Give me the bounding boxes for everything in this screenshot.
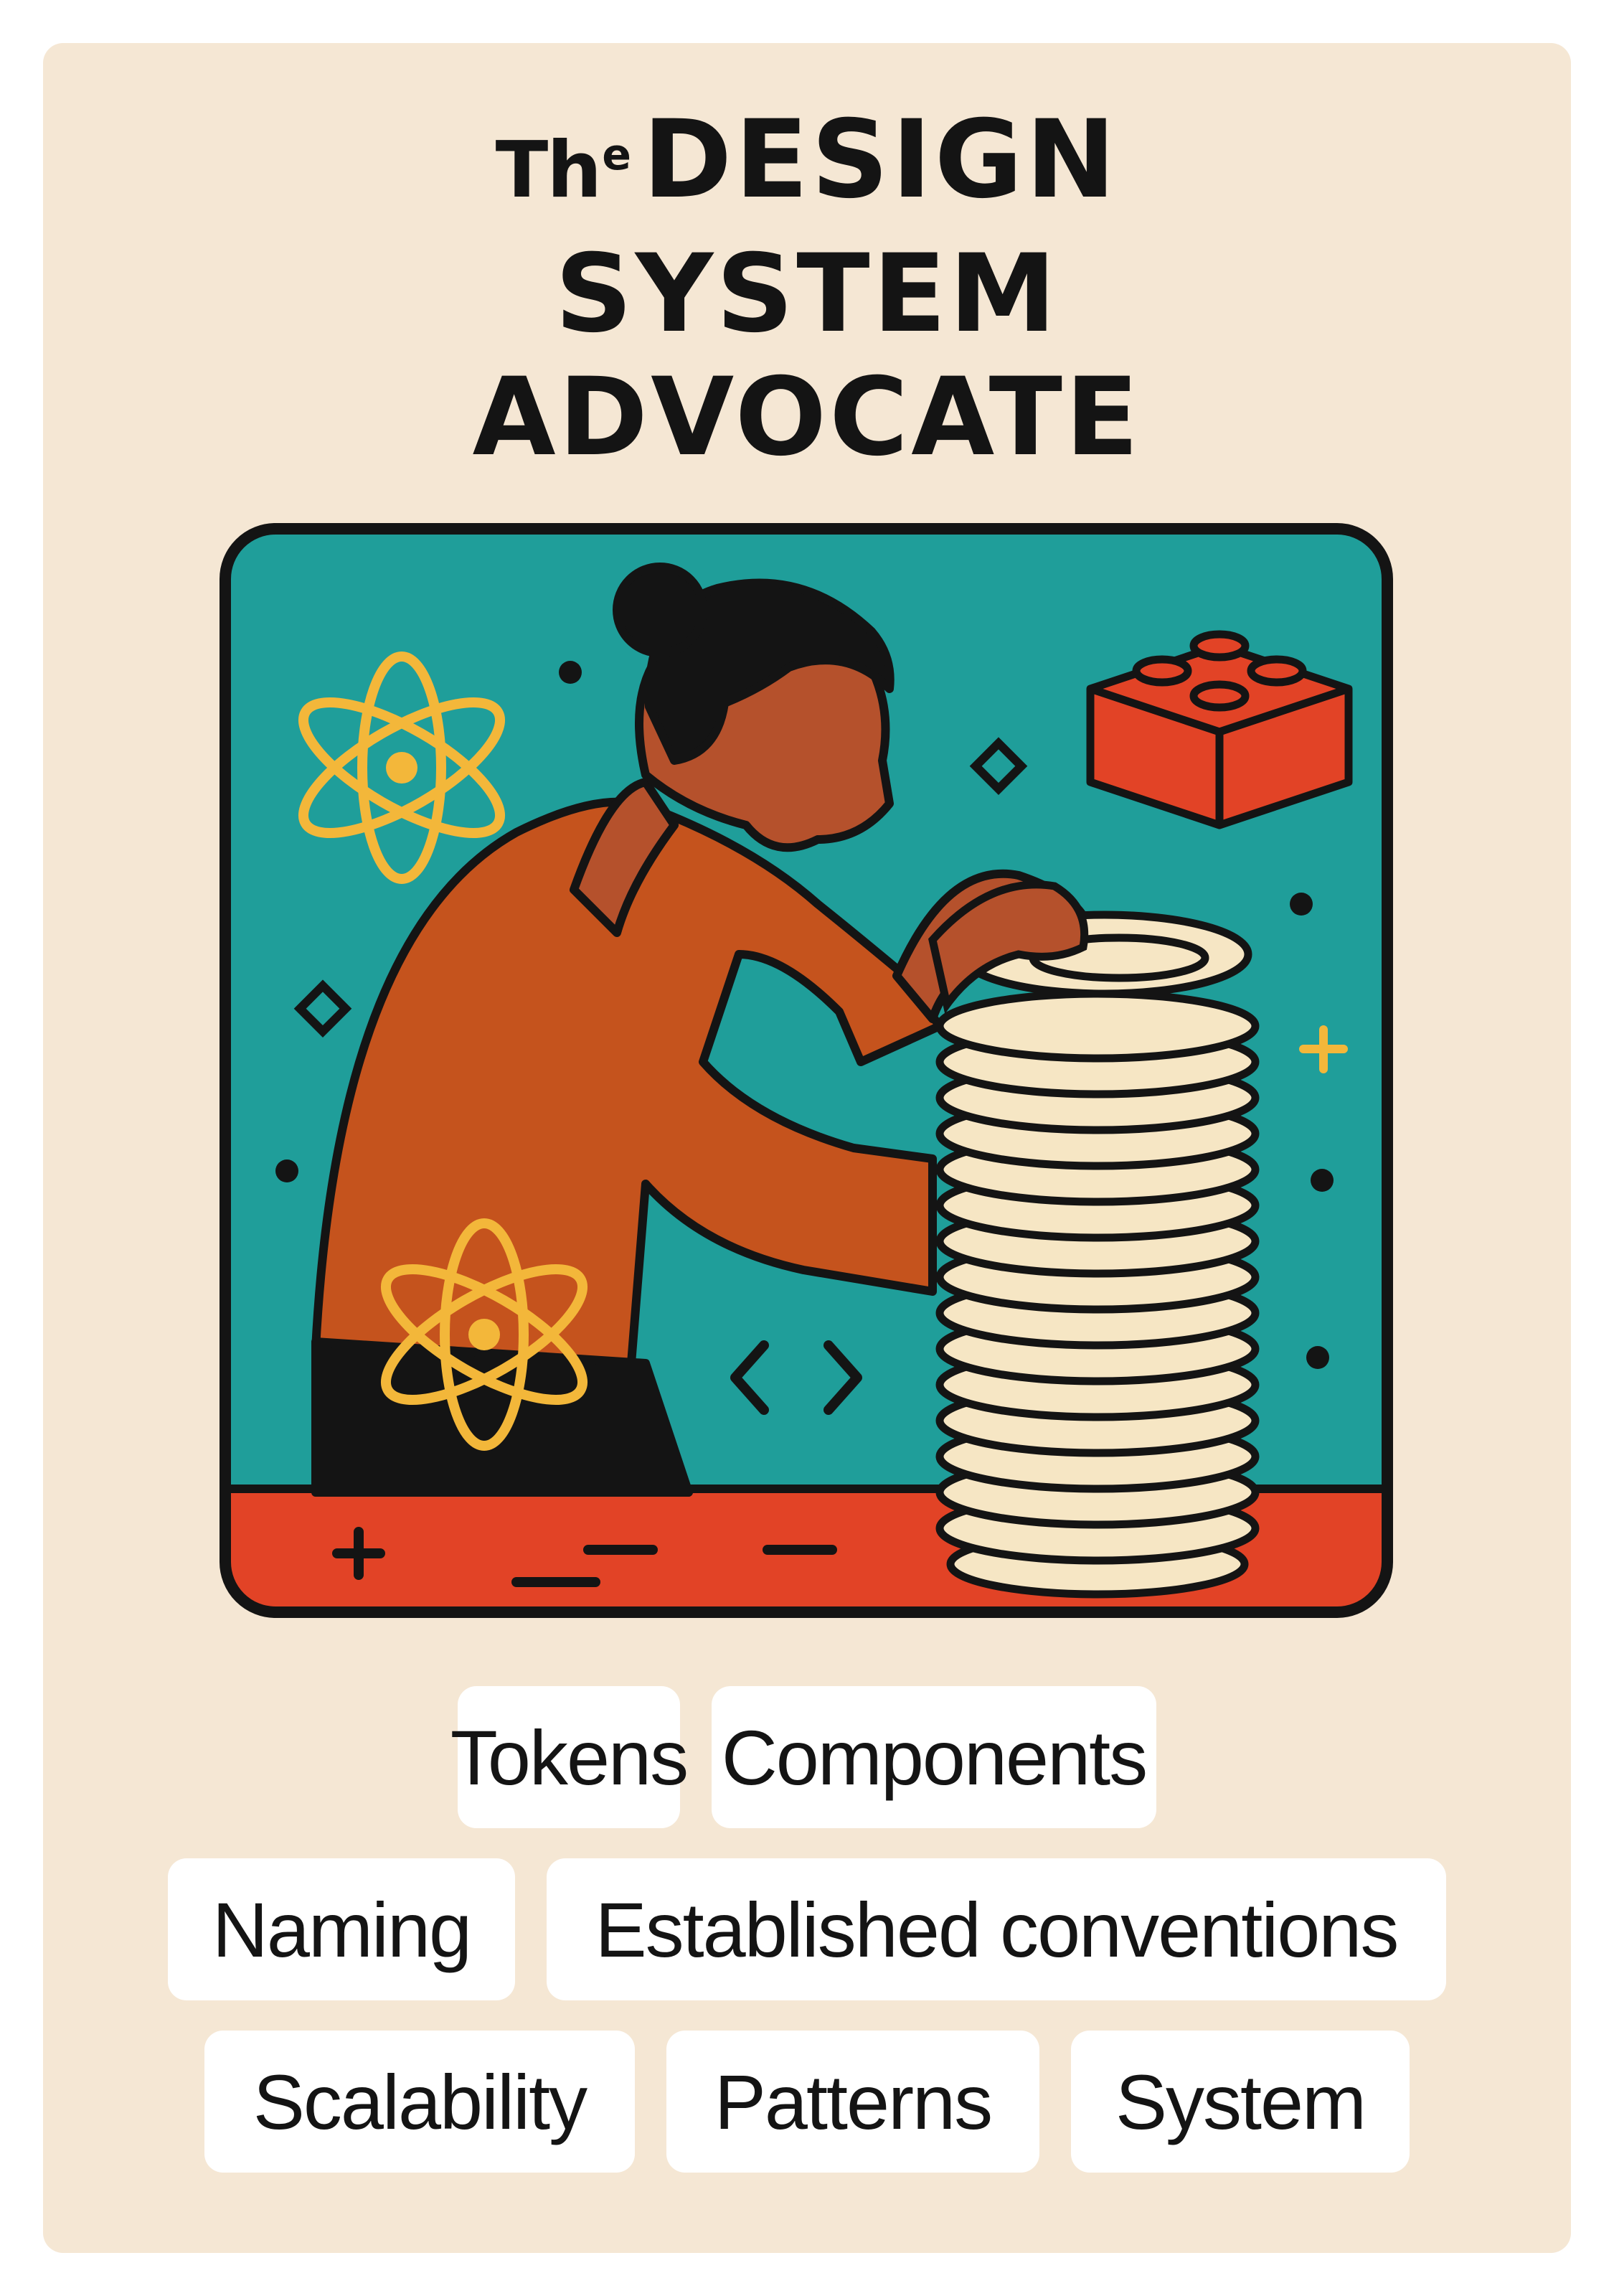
tag-system: System — [1071, 2031, 1410, 2173]
tag-patterns: Patterns — [666, 2031, 1039, 2173]
title-design: DESIGN — [642, 98, 1119, 222]
tag-tokens: Tokens — [450, 1686, 689, 1828]
atom-icon — [298, 651, 506, 884]
illustration-panel — [220, 523, 1393, 1618]
tag-components: Components — [712, 1686, 1156, 1828]
tag-row-1: Tokens Components — [0, 1686, 1614, 1828]
title-advocate: ADVOCATE — [472, 355, 1142, 480]
plate-stack — [935, 911, 1260, 1599]
title-line-1: The DESIGN — [0, 93, 1614, 232]
decorative-dots — [275, 661, 1334, 1369]
tag-list: Tokens Components Naming Established con… — [0, 1686, 1614, 2203]
title-the: The — [496, 126, 643, 215]
table-marks — [332, 1527, 837, 1587]
title-the-text: Th — [495, 126, 603, 215]
tag-scalability: Scalability — [204, 2031, 635, 2173]
poster-title: The DESIGN SYSTEM ADVOCATE — [0, 93, 1614, 479]
tag-naming: Naming — [168, 1858, 515, 2000]
code-brackets-icon — [730, 1340, 862, 1415]
lego-brick-icon — [1086, 630, 1353, 829]
tag-row-3: Scalability Patterns System — [0, 2031, 1614, 2173]
tag-established-conventions: Established conventions — [547, 1858, 1446, 2000]
diamond-icon — [293, 737, 1028, 1038]
person-figure — [311, 563, 1095, 1497]
sparkle-icon — [1299, 1025, 1348, 1073]
title-system: SYSTEM — [554, 232, 1060, 357]
hand-on-plates — [928, 880, 1089, 1015]
title-the-superscript: e — [602, 130, 631, 180]
panel-border — [220, 523, 1393, 1618]
atom-icon-lower — [380, 1218, 588, 1451]
tag-row-2: Naming Established conventions — [0, 1858, 1614, 2000]
